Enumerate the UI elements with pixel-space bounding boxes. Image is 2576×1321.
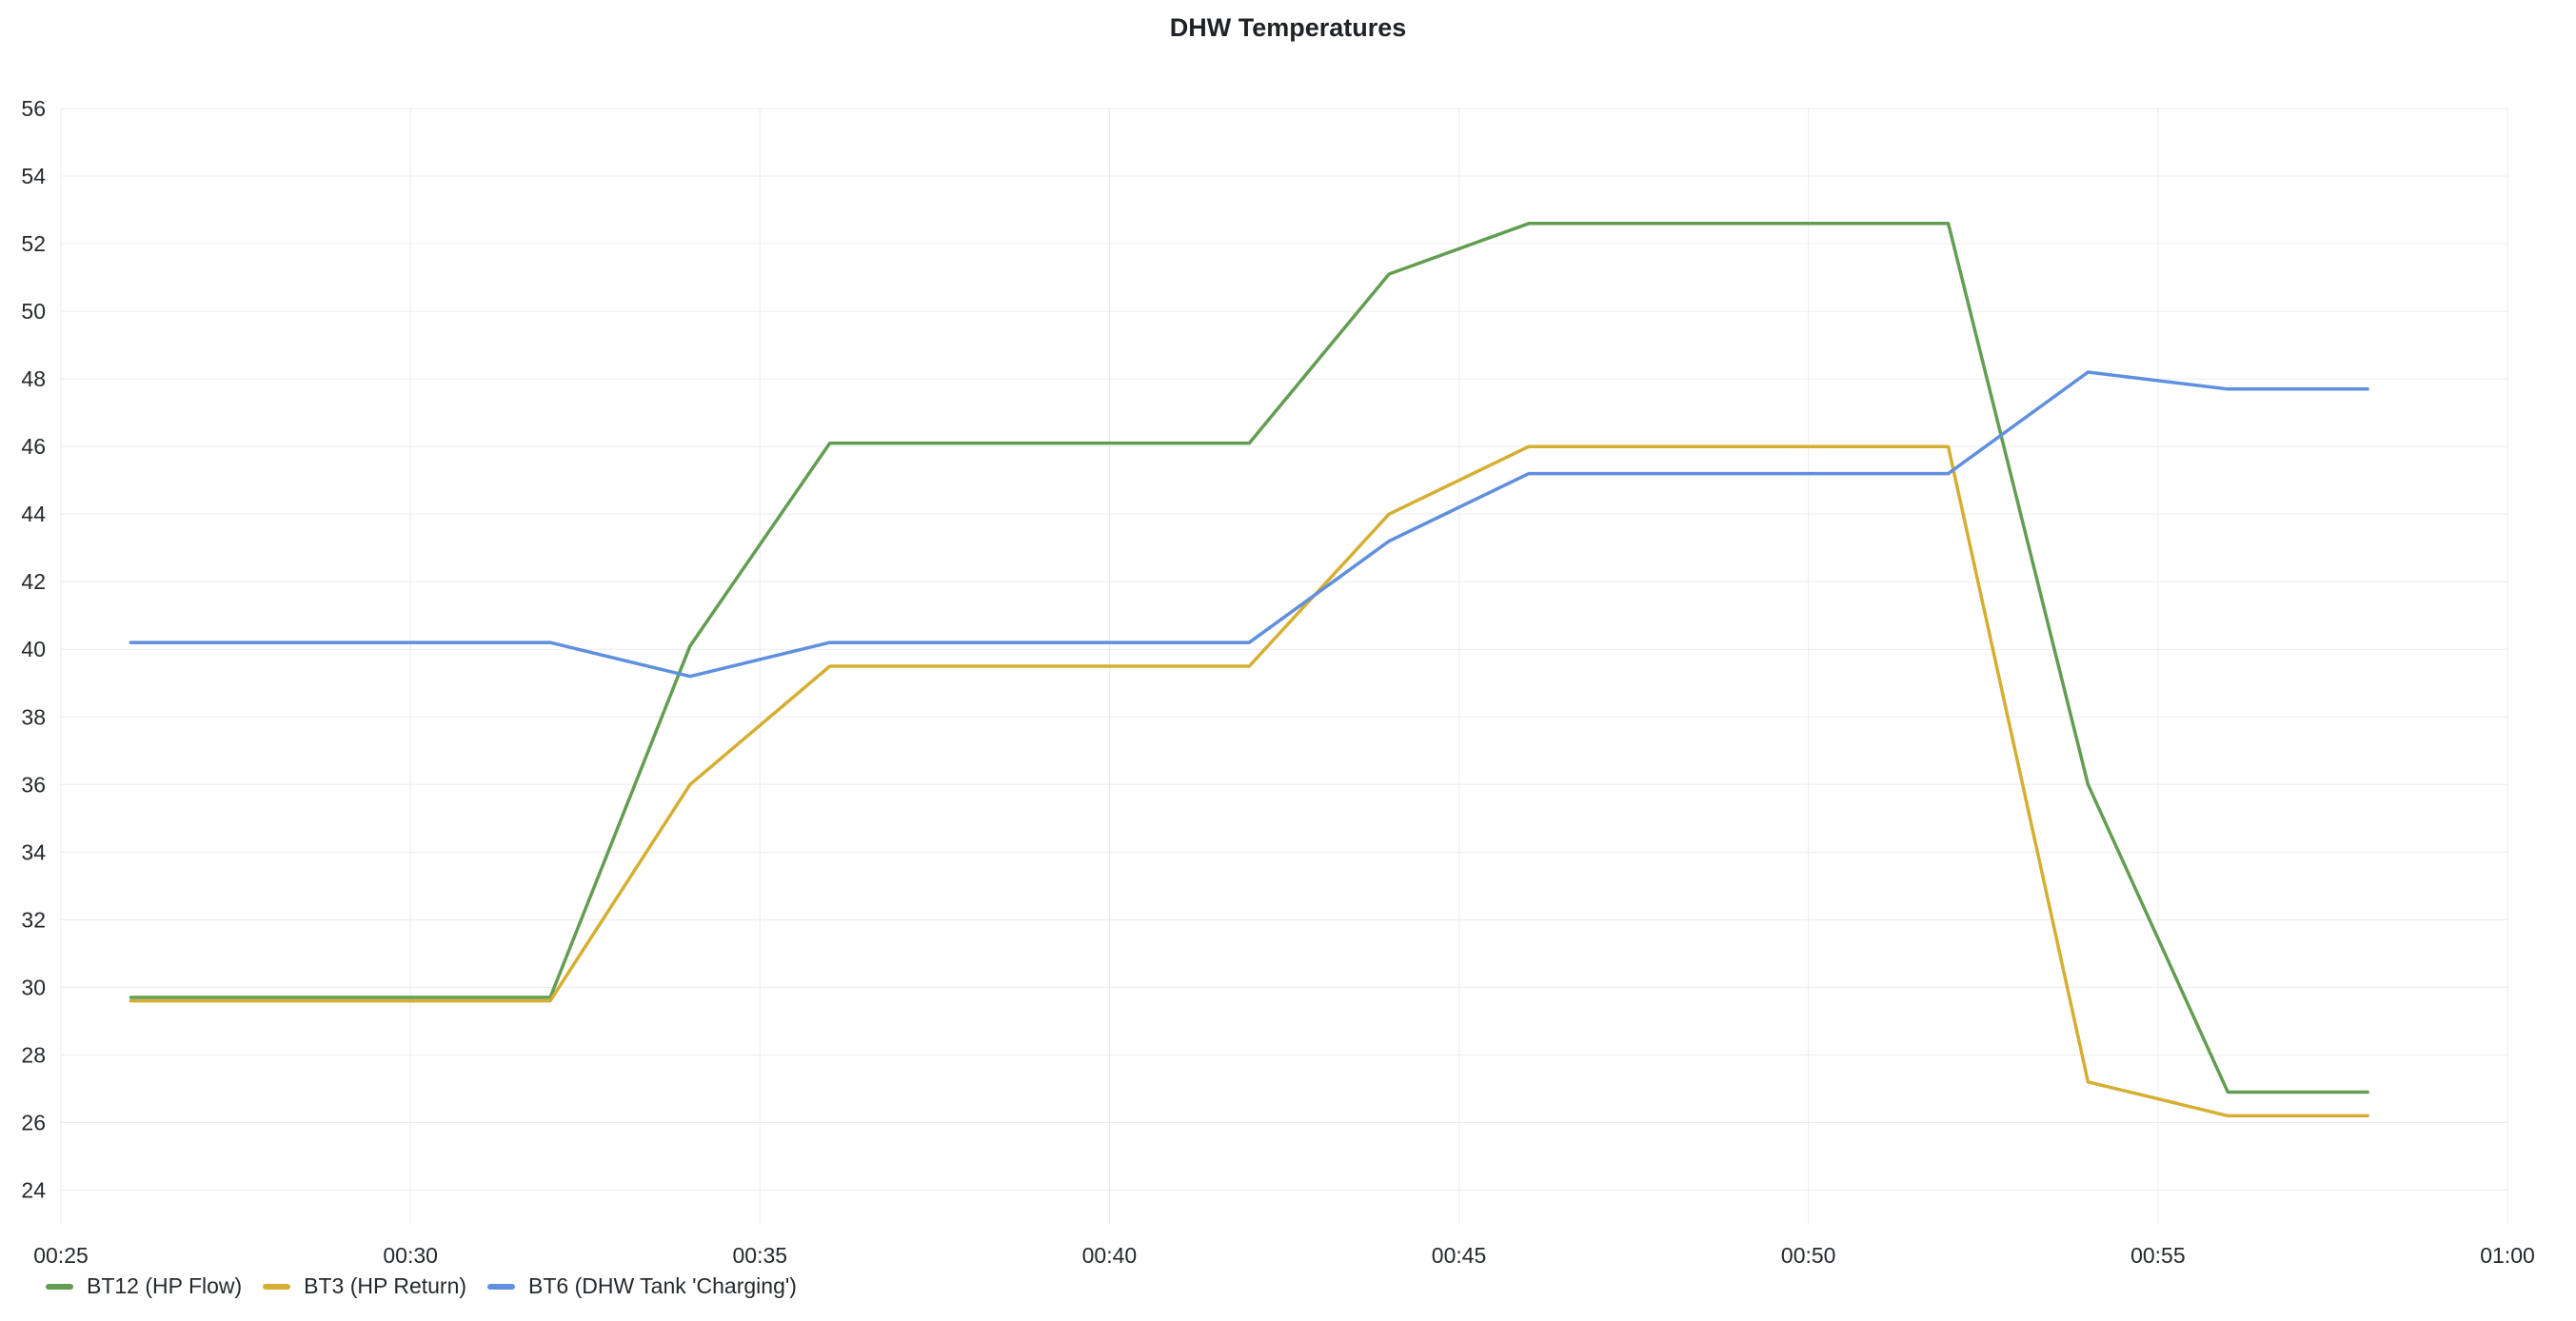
series-line-2 bbox=[129, 444, 2369, 1118]
x-tick-label: 01:00 bbox=[2480, 1243, 2535, 1268]
legend-label: BT12 (HP Flow) bbox=[87, 1273, 243, 1298]
y-tick-label: 54 bbox=[21, 164, 46, 188]
y-tick-label: 34 bbox=[21, 839, 46, 864]
legend-swatch bbox=[487, 1283, 516, 1290]
x-tick-label: 00:45 bbox=[1432, 1243, 1487, 1268]
grid-layer bbox=[60, 108, 2508, 1224]
chart-title: DHW Temperatures bbox=[1169, 13, 1407, 42]
x-tick-label: 00:30 bbox=[383, 1243, 438, 1268]
y-tick-label: 50 bbox=[21, 299, 46, 324]
x-tick-label: 00:40 bbox=[1082, 1243, 1138, 1268]
legend-item[interactable]: BT6 (DHW Tank 'Charging') bbox=[487, 1273, 797, 1299]
y-tick-label: 48 bbox=[21, 366, 46, 391]
x-tick-label: 00:55 bbox=[2130, 1243, 2186, 1268]
legend-label: BT6 (DHW Tank 'Charging') bbox=[528, 1273, 797, 1298]
y-tick-label: 38 bbox=[21, 704, 46, 729]
y-tick-label: 46 bbox=[21, 434, 46, 459]
y-tick-label: 40 bbox=[21, 637, 46, 661]
y-tick-label: 52 bbox=[21, 231, 46, 256]
x-tick-label: 00:25 bbox=[33, 1243, 89, 1268]
x-tick-label: 00:50 bbox=[1781, 1243, 1836, 1268]
y-tick-label: 28 bbox=[21, 1042, 46, 1067]
y-tick-label: 30 bbox=[21, 975, 46, 999]
legend-label: BT3 (HP Return) bbox=[304, 1273, 467, 1298]
legend-swatch bbox=[46, 1283, 73, 1290]
y-tick-label: 26 bbox=[21, 1110, 46, 1134]
legend-item[interactable]: BT3 (HP Return) bbox=[263, 1273, 466, 1299]
y-tick-label: 44 bbox=[21, 502, 46, 526]
y-tick-label: 24 bbox=[21, 1177, 46, 1202]
legend: BT12 (HP Flow) BT3 (HP Return) BT6 (DHW Ta… bbox=[46, 1273, 818, 1299]
series-line-1 bbox=[129, 222, 2369, 1094]
y-axis: 24 26 28 30 32 34 36 38 40 42 44 46 48 50 52 54 56 bbox=[21, 96, 46, 1202]
legend-item[interactable]: BT12 (HP Flow) bbox=[46, 1273, 242, 1299]
y-tick-label: 56 bbox=[21, 96, 46, 121]
y-tick-label: 32 bbox=[21, 907, 46, 932]
y-tick-label: 36 bbox=[21, 772, 46, 797]
x-tick-label: 00:35 bbox=[733, 1243, 788, 1268]
y-tick-label: 42 bbox=[21, 569, 46, 594]
legend-swatch bbox=[263, 1283, 291, 1290]
series-layer bbox=[129, 222, 2369, 1118]
series-line-3 bbox=[129, 370, 2369, 679]
x-axis: 00:25 00:30 00:35 00:40 00:45 00:50 00:55 01:00 bbox=[33, 1243, 2535, 1268]
